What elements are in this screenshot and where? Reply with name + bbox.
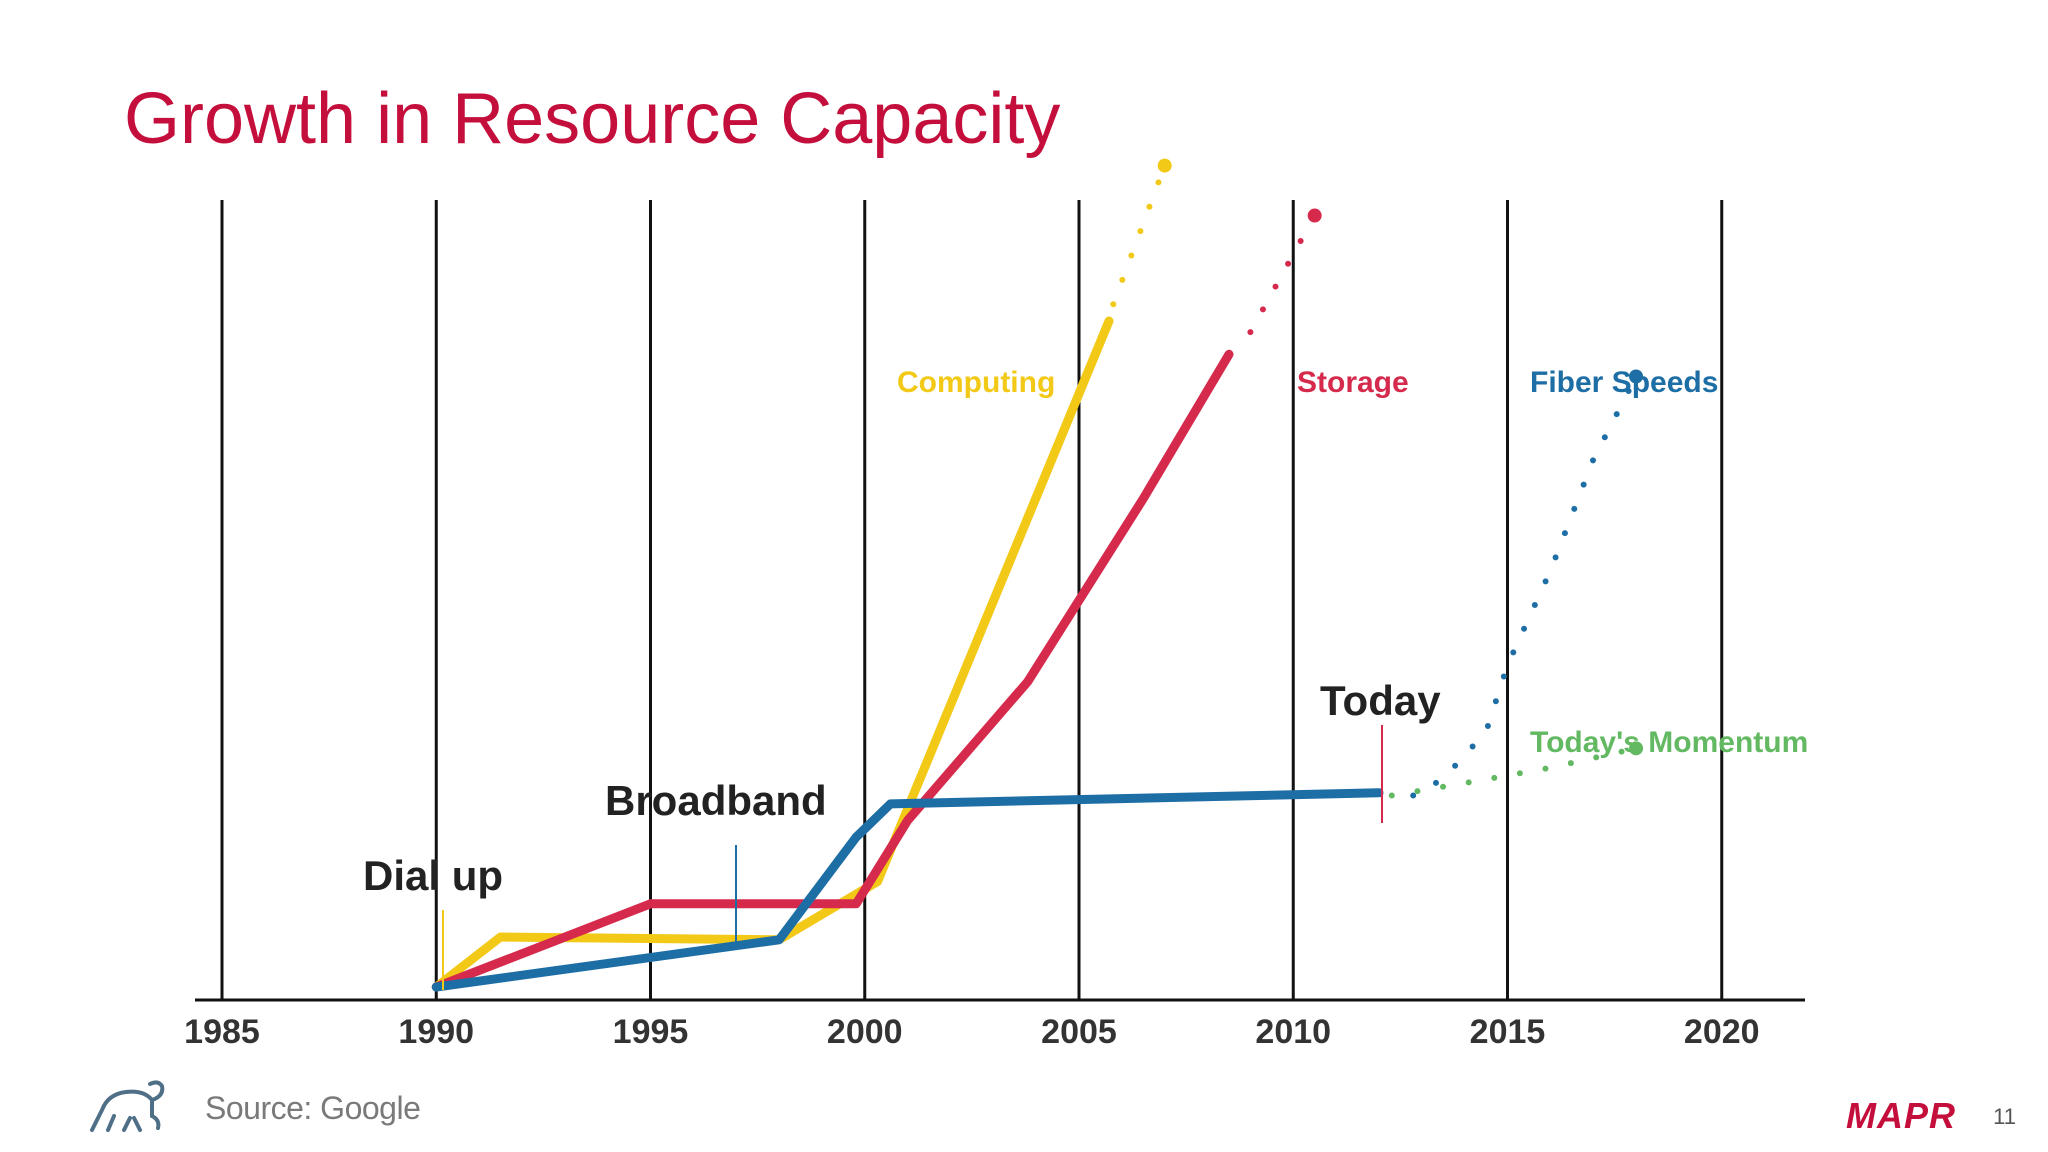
series-endpoint-computing: [1157, 158, 1172, 173]
x-tick-label-1995: 1995: [613, 1013, 689, 1051]
x-tick-label-2020: 2020: [1684, 1013, 1760, 1051]
series-label-storage: Storage: [1297, 366, 1409, 399]
elephant-logo-icon: [88, 1080, 168, 1136]
series-endpoint-storage: [1307, 208, 1322, 223]
page-number: 11: [1993, 1104, 2016, 1129]
slide-title: Growth in Resource Capacity: [124, 79, 1061, 159]
series-label-fiber-speeds: Fiber Speeds: [1530, 366, 1718, 399]
x-tick-label-1985: 1985: [184, 1013, 260, 1051]
callout-label-dial-up: Dial up: [363, 852, 503, 899]
x-tick-label-2015: 2015: [1470, 1013, 1546, 1051]
series-projection-computing: [1110, 162, 1168, 308]
series-line-storage: [431, 349, 1234, 992]
series-label-today-s-momentum: Today's Momentum: [1530, 726, 1808, 759]
x-tick-label-1990: 1990: [398, 1013, 474, 1051]
x-tick-label-2005: 2005: [1041, 1013, 1117, 1051]
x-tick-label-2010: 2010: [1255, 1013, 1331, 1051]
series-label-computing: Computing: [897, 366, 1055, 399]
series-endpoint-fiber-speeds: [1629, 369, 1644, 384]
x-tick-label-2000: 2000: [827, 1013, 903, 1051]
callout-label-broadband: Broadband: [605, 777, 827, 824]
series-line-computing: [431, 316, 1114, 992]
series-projection-storage: [1247, 212, 1318, 336]
series-endpoint-today-s-momentum: [1629, 741, 1644, 756]
source-note: Source: Google: [205, 1090, 421, 1126]
callout-label-today: Today: [1320, 677, 1441, 724]
series-line-fiber-speeds: [431, 788, 1384, 992]
mapr-logo: MAPR: [1846, 1095, 1956, 1136]
series-projection-fiber-speeds: [1410, 373, 1639, 799]
